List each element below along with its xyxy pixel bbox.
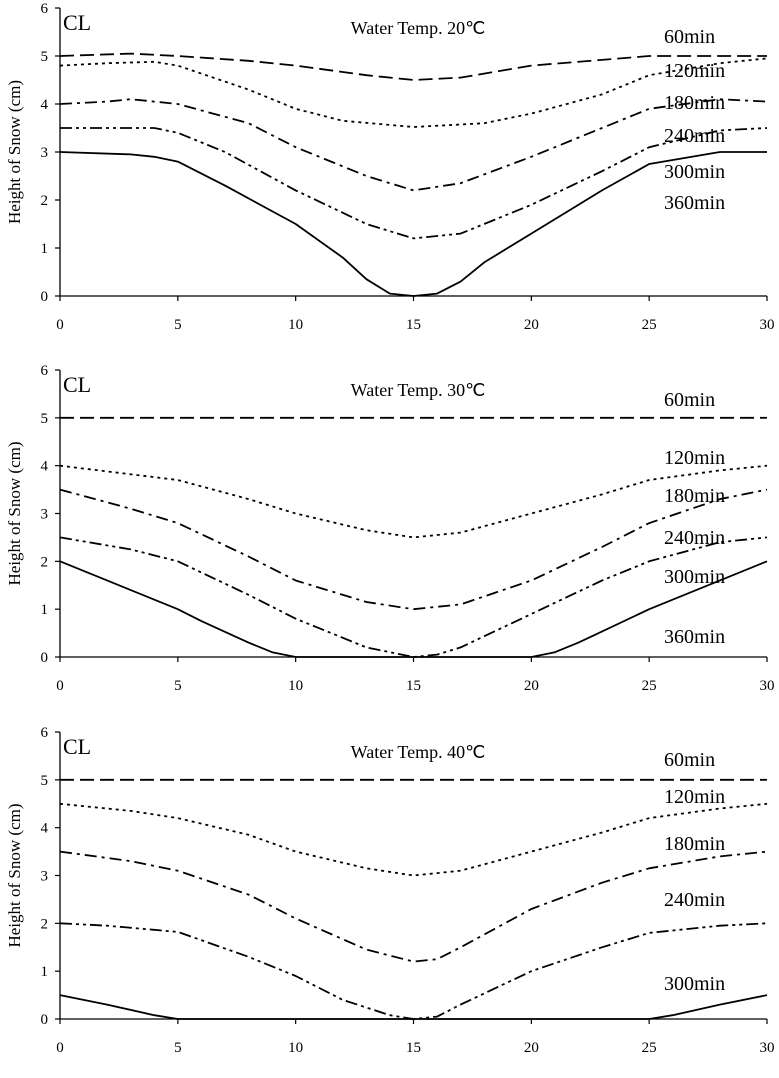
x-tick-label: 30 [760,317,775,333]
x-tick-label: 25 [642,317,657,333]
y-tick-label: 3 [41,507,49,523]
series-label-360min: 360min [664,192,725,214]
series-label-180min: 180min [664,485,725,507]
x-tick-label: 10 [288,678,303,694]
x-tick-label: 25 [642,678,657,694]
x-tick-label: 0 [56,678,64,694]
series-line-120min [59,802,768,877]
y-axis-label: Height of Snow (cm) [5,441,24,585]
y-tick-label: 5 [41,773,49,789]
series-label-120min: 120min [664,447,725,469]
series-label-300min: 300min [664,566,725,588]
y-axis-label: Height of Snow (cm) [5,80,24,224]
y-tick-label: 2 [41,554,49,570]
y-tick-label: 4 [41,97,49,113]
x-tick-label: 10 [288,1040,303,1056]
y-tick-label: 6 [41,363,49,379]
y-tick-label: 2 [41,916,49,932]
y-tick-label: 6 [41,1,49,17]
series-line-300min [59,994,768,1020]
x-tick-label: 5 [174,1040,182,1056]
chart-title: Water Temp. 20℃ [351,18,486,38]
chart-title: Water Temp. 40℃ [351,742,486,762]
series-label-180min: 180min [664,92,725,114]
y-tick-label: 3 [41,145,49,161]
series-line-180min [59,850,768,963]
centerline-label: CL [63,10,91,35]
centerline-label: CL [63,734,91,759]
chart-panel-2: 0 1 2 3 4 5 6 0 5 10 15 20 25 30 Height of Snow (cm) CL… [5,363,775,694]
x-tick-label: 5 [174,678,182,694]
series-label-60min: 60min [664,389,715,411]
y-tick-label: 4 [41,459,49,475]
x-tick-label: 30 [760,678,775,694]
series-label-240min: 240min [664,527,725,549]
y-tick-label: 1 [41,964,49,980]
y-tick-label: 0 [41,289,49,305]
x-tick-label: 20 [524,317,539,333]
y-tick-label: 6 [41,725,49,741]
x-tick-label: 15 [406,1040,421,1056]
series-line-300min [59,560,768,658]
series-label-180min: 180min [664,833,725,855]
x-tick-label: 0 [56,317,64,333]
x-tick-label: 0 [56,1040,64,1056]
series-line-300min [59,151,767,297]
series-line-240min [59,536,768,658]
x-tick-label: 5 [174,317,182,333]
x-tick-label: 15 [406,678,421,694]
series-label-120min: 120min [664,786,725,808]
y-tick-label: 3 [41,869,49,885]
chart-panel-1: 0 1 2 3 4 5 6 0 5 10 15 20 25 30 Height of Snow (cm) CL… [5,1,775,333]
y-tick-label: 2 [41,193,49,209]
x-tick-label: 30 [760,1040,775,1056]
series-line-240min [59,922,768,1020]
y-tick-label: 0 [41,650,49,666]
series-line-60min [59,52,767,81]
y-tick-label: 0 [41,1012,49,1028]
y-tick-label: 5 [41,411,49,427]
series-label-60min: 60min [664,749,715,771]
series-line-180min [59,98,768,192]
x-tick-label: 20 [524,678,539,694]
series-label-360min: 360min [664,626,725,648]
y-tick-label: 4 [41,821,49,837]
y-axis-label: Height of Snow (cm) [5,803,24,947]
y-tick-label: 1 [41,241,49,257]
series-label-240min: 240min [664,125,725,147]
chart-panel-3: 0 1 2 3 4 5 6 0 5 10 15 20 25 30 Height of Snow (cm) CL… [5,725,775,1056]
series-label-120min: 120min [664,60,725,82]
series-label-60min: 60min [664,26,715,48]
x-tick-label: 15 [406,317,421,333]
series-line-180min [59,488,768,611]
y-tick-label: 5 [41,49,49,65]
series-label-300min: 300min [664,161,725,183]
x-tick-label: 10 [288,317,303,333]
series-label-300min: 300min [664,973,725,995]
x-tick-label: 20 [524,1040,539,1056]
y-tick-label: 1 [41,602,49,618]
series-line-120min [59,464,768,539]
centerline-label: CL [63,372,91,397]
x-tick-label: 25 [642,1040,657,1056]
series-line-240min [60,127,768,240]
chart-title: Water Temp. 30℃ [351,380,486,400]
series-line-120min [59,57,768,128]
series-label-240min: 240min [664,889,725,911]
